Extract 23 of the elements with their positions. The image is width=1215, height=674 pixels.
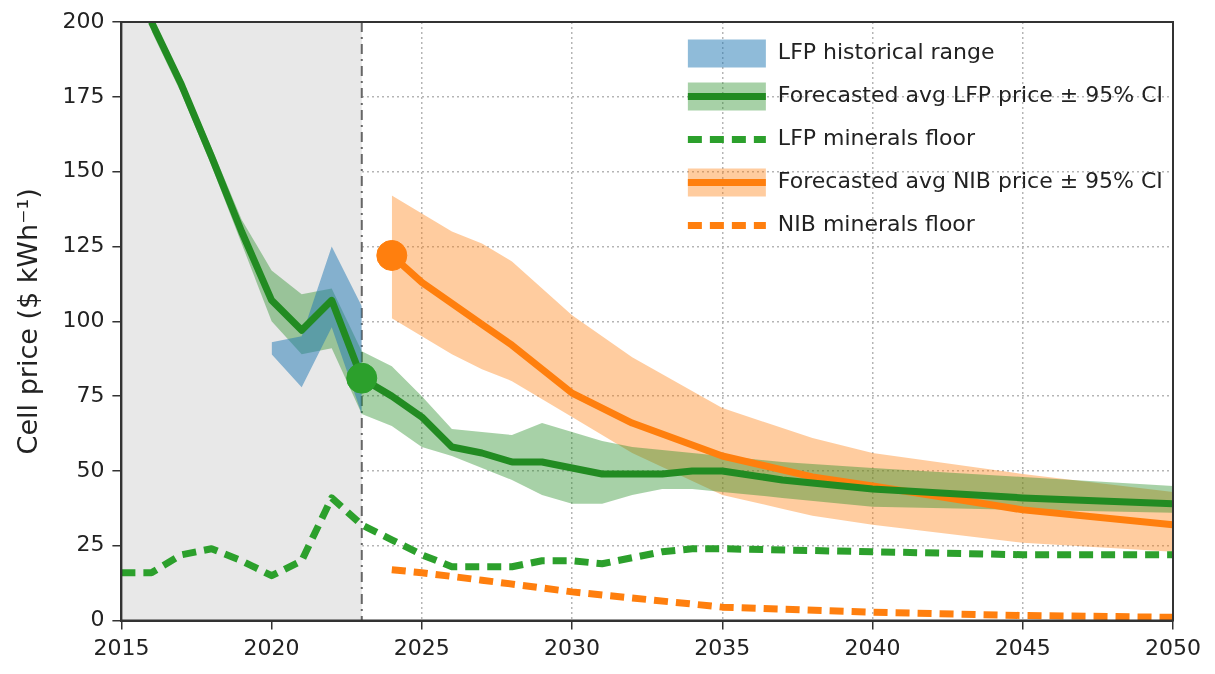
x-tick-label: 2035 <box>694 634 751 660</box>
y-tick-label: 175 <box>62 82 105 108</box>
y-tick-label: 125 <box>62 232 105 258</box>
y-tick-label: 100 <box>62 307 105 333</box>
y-tick-label: 200 <box>62 7 105 33</box>
y-tick-label: 25 <box>76 531 105 557</box>
y-axis-title: Cell price ($ kWh⁻¹) <box>12 188 44 455</box>
y-tick-label: 150 <box>62 157 105 183</box>
y-tick-label: 50 <box>76 456 105 482</box>
x-tick-label: 2050 <box>1145 634 1201 660</box>
legend-label: NIB minerals floor <box>777 211 976 237</box>
y-tick-label: 75 <box>76 381 105 407</box>
x-tick-label: 2025 <box>393 634 450 660</box>
x-tick-label: 2015 <box>93 634 150 660</box>
x-tick-label: 2045 <box>994 634 1051 660</box>
legend-label: LFP historical range <box>777 39 995 65</box>
x-tick-label: 2030 <box>544 634 601 660</box>
legend-label: Forecasted avg NIB price ± 95% CI <box>777 168 1163 194</box>
x-tick-label: 2040 <box>844 634 901 660</box>
y-tick-label: 0 <box>90 606 105 632</box>
x-tick-label: 2020 <box>243 634 300 660</box>
legend-label: LFP minerals floor <box>777 125 976 151</box>
legend-label: Forecasted avg LFP price ± 95% CI <box>777 82 1164 108</box>
